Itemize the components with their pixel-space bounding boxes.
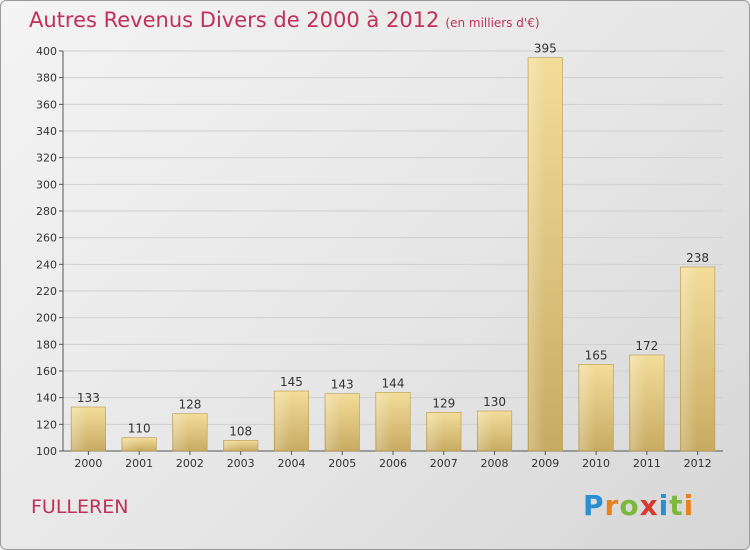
x-tick-label: 2011 <box>633 457 661 470</box>
bar-highlight <box>173 414 190 450</box>
x-tick-label: 2008 <box>481 457 509 470</box>
bar-highlight <box>427 413 444 450</box>
data-label: 128 <box>178 398 201 412</box>
data-label: 145 <box>280 375 303 389</box>
y-tick-label: 220 <box>36 285 57 298</box>
x-tick-label: 2001 <box>125 457 153 470</box>
data-label: 143 <box>331 378 354 392</box>
bar-highlight <box>376 393 393 450</box>
x-tick-label: 2007 <box>430 457 458 470</box>
y-tick-label: 280 <box>36 205 57 218</box>
y-tick-label: 160 <box>36 365 57 378</box>
x-tick-label: 2000 <box>74 457 102 470</box>
logo-letter: o <box>619 489 640 522</box>
x-tick-label: 2009 <box>531 457 559 470</box>
logo-letter: x <box>639 489 659 522</box>
data-label: 133 <box>77 391 100 405</box>
y-tick-label: 340 <box>36 125 57 138</box>
chart-title: Autres Revenus Divers de 2000 à 2012 <box>29 8 440 32</box>
bar-highlight <box>630 356 647 450</box>
data-label: 238 <box>686 251 709 265</box>
y-tick-label: 240 <box>36 258 57 271</box>
y-tick-label: 320 <box>36 152 57 165</box>
data-label: 108 <box>229 424 252 438</box>
bar-highlight <box>224 441 240 450</box>
bar-highlight <box>579 365 596 450</box>
proxiti-logo: Proxiti <box>583 489 694 522</box>
x-tick-label: 2012 <box>684 457 712 470</box>
chart-title-block: Autres Revenus Divers de 2000 à 2012 (en … <box>29 8 540 32</box>
data-label: 130 <box>483 395 506 409</box>
bar-highlight <box>72 408 88 450</box>
y-tick-label: 120 <box>36 418 57 431</box>
y-tick-label: 180 <box>36 338 57 351</box>
y-tick-label: 100 <box>36 445 57 458</box>
x-tick-label: 2002 <box>176 457 204 470</box>
y-tick-label: 140 <box>36 392 57 405</box>
logo-letter: t <box>669 489 684 522</box>
x-tick-label: 2005 <box>328 457 356 470</box>
logo-letter: i <box>658 489 670 522</box>
data-label: 172 <box>635 339 658 353</box>
bar-highlight <box>681 268 697 450</box>
data-label: 129 <box>432 396 455 410</box>
y-tick-label: 360 <box>36 98 57 111</box>
bar-highlight <box>122 438 139 450</box>
y-tick-label: 260 <box>36 232 57 245</box>
logo-letter: r <box>604 489 620 522</box>
x-tick-label: 2006 <box>379 457 407 470</box>
x-tick-label: 2010 <box>582 457 610 470</box>
y-tick-label: 300 <box>36 178 57 191</box>
logo-letter: i <box>683 489 695 522</box>
data-label: 110 <box>128 422 151 436</box>
data-label: 395 <box>534 42 557 56</box>
y-tick-label: 200 <box>36 312 57 325</box>
x-tick-label: 2003 <box>227 457 255 470</box>
data-label: 165 <box>585 348 608 362</box>
bar-highlight <box>478 412 494 450</box>
data-label: 144 <box>382 376 405 390</box>
y-tick-label: 380 <box>36 72 57 85</box>
bar-highlight <box>275 392 291 450</box>
bar-highlight <box>325 394 342 450</box>
chart-subtitle: (en milliers d'€) <box>445 16 540 30</box>
location-label: FULLEREN <box>31 496 129 518</box>
x-tick-label: 2004 <box>277 457 305 470</box>
logo-letter: P <box>583 489 605 522</box>
bar-highlight <box>529 58 545 451</box>
y-tick-label: 400 <box>36 45 57 58</box>
